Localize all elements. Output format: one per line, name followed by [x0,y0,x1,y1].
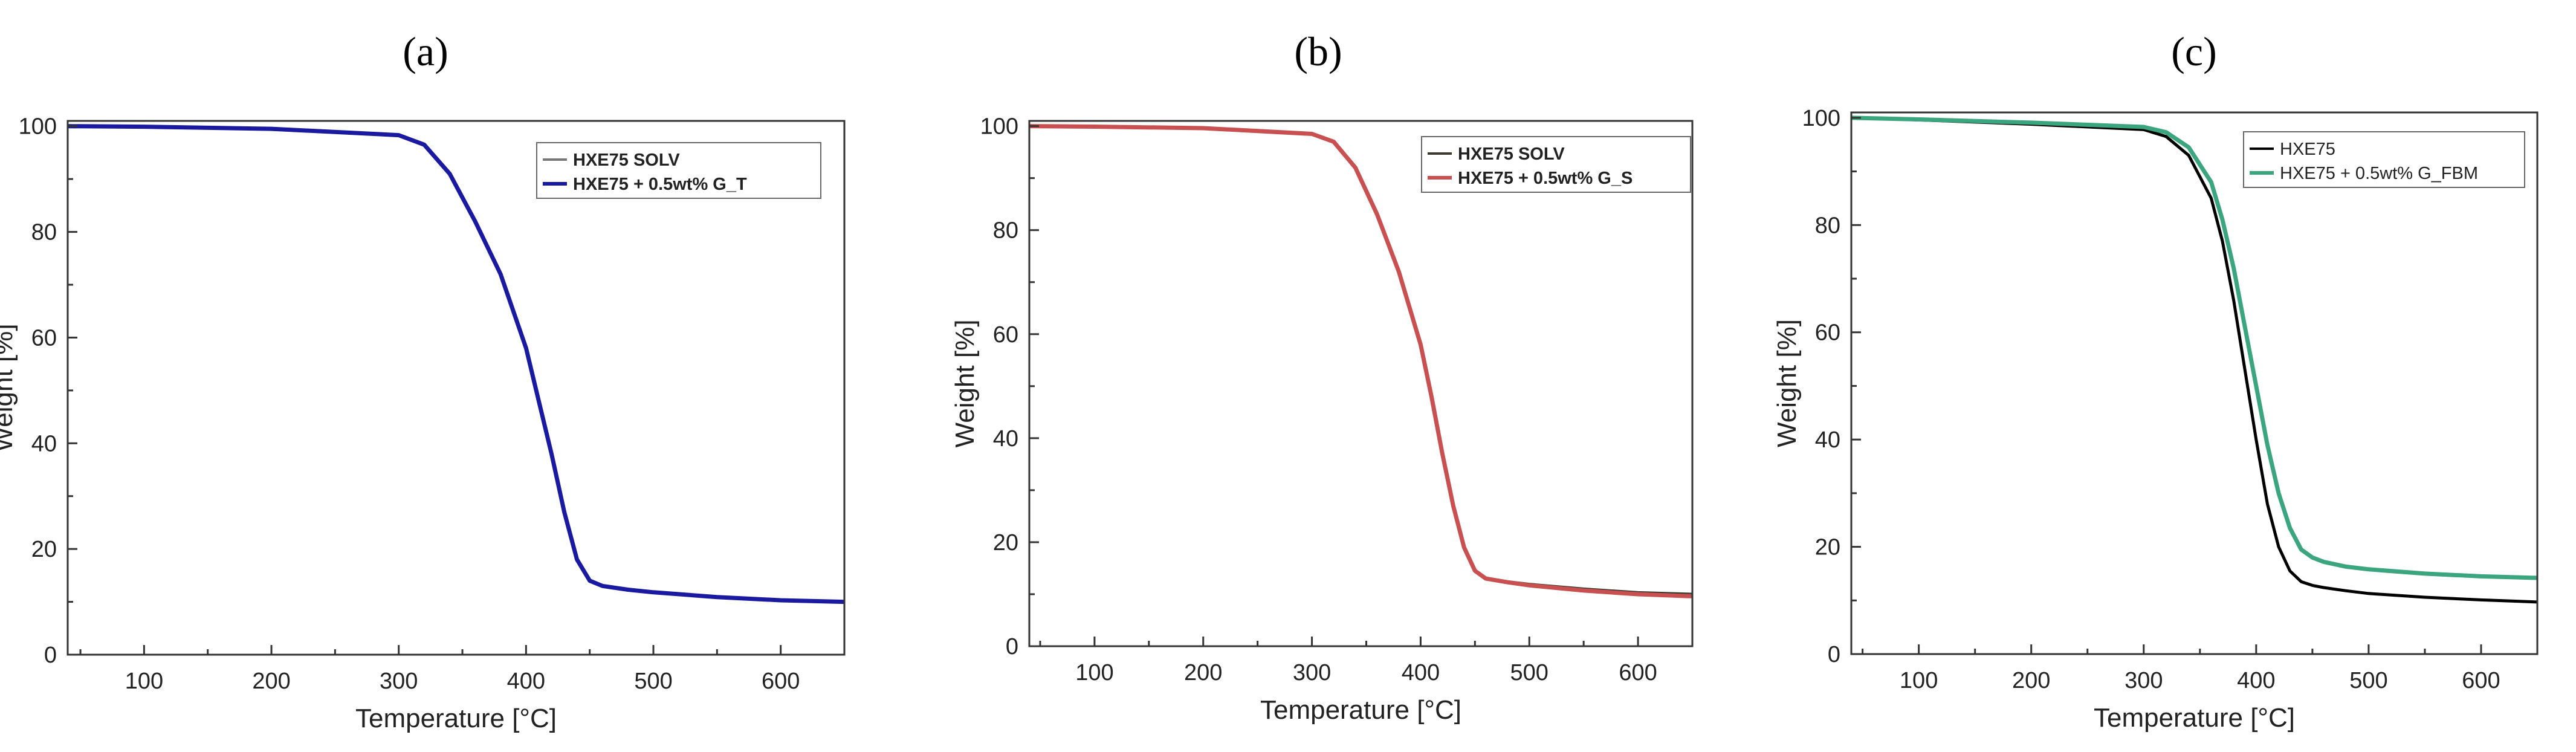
chart-1: (a) 100 200 300 400 500 600 0 20 40 60 80 100 Tempera… [0,28,846,733]
plot-frame [1028,120,1694,647]
y-tick-label: 40 [993,426,1018,452]
series-line-1 [1851,116,2537,604]
x-tick-label: 200 [2012,668,2050,693]
y-tick-label: 80 [1815,213,1840,238]
x-tick-label: 200 [252,669,290,694]
x-tick-label: 400 [1402,660,1440,686]
y-tick-label: 0 [44,643,57,668]
y-tick-label: 80 [31,220,57,245]
y-tick-label: 100 [1802,106,1840,131]
y-tick-label: 0 [1828,642,1840,667]
y-axis-title: Weight [%] [1772,319,1802,447]
legend-box [1421,136,1691,193]
y-tick-label: 20 [31,537,57,562]
x-tick-label: 500 [2349,668,2387,693]
legend-entry-label: HXE75 + 0.5wt% G_FBM [2280,164,2478,183]
legend-box [2243,131,2525,188]
legend: HXE75 SOLV HXE75 + 0.5wt% G_T [536,142,821,199]
x-tick-label: 600 [762,669,800,694]
x-tick-label: 200 [1184,660,1222,686]
y-axis-title: Weight [%] [950,320,980,448]
x-tick-label: 500 [1510,660,1549,686]
y-tick-label: 40 [1815,427,1840,453]
x-tick-label: 100 [1075,660,1113,686]
series-line-1 [1029,125,1692,596]
series-line-2 [68,124,844,605]
panel-label: (b) [1294,28,1342,74]
panel-label: (c) [2171,28,2216,74]
x-tick-label: 400 [2237,668,2275,693]
y-tick-label: 60 [1815,320,1840,346]
plot-frame [1850,111,2539,655]
y-tick-label: 60 [31,325,57,351]
x-tick-label: 100 [1900,668,1938,693]
legend-entry-label: HXE75 SOLV [573,151,680,170]
x-tick-label: 100 [125,669,163,694]
chart-2: (b) 100 200 300 400 500 600 0 20 40 60 80 100 Tempera… [950,28,1694,725]
legend-box [536,142,821,199]
y-tick-label: 0 [1006,634,1018,660]
chart-3: (c) 100 200 300 400 500 600 0 20 40 60 80 100 Tempera… [1772,28,2539,733]
legend-entry-label: HXE75 [2280,140,2335,159]
x-axis-title: Temperature [°C] [1260,695,1461,725]
y-tick-label: 80 [993,218,1018,244]
legend-entry-label: HXE75 + 0.5wt% G_S [1458,169,1633,188]
x-tick-label: 600 [2462,668,2500,693]
x-tick-label: 300 [2125,668,2163,693]
x-tick-label: 400 [507,669,545,694]
plot-frame [66,120,846,656]
x-axis-title: Temperature [°C] [355,704,557,733]
x-tick-label: 300 [1293,660,1331,686]
x-axis-title: Temperature [°C] [2094,703,2295,733]
x-tick-label: 500 [634,669,672,694]
y-axis-title: Weight [%] [0,324,18,452]
y-tick-label: 20 [1815,535,1840,560]
y-tick-label: 100 [980,114,1018,140]
legend-entry-label: HXE75 SOLV [1458,144,1565,164]
legend: HXE75 HXE75 + 0.5wt% G_FBM [2243,131,2525,188]
series-line-2 [1851,115,2537,580]
y-tick-label: 20 [993,530,1018,556]
panel-label: (a) [403,28,448,74]
y-tick-label: 60 [993,322,1018,348]
y-tick-label: 100 [19,114,57,140]
legend-entry-label: HXE75 + 0.5wt% G_T [573,175,747,194]
legend: HXE75 SOLV HXE75 + 0.5wt% G_S [1421,136,1691,193]
y-tick-label: 40 [31,431,57,456]
series-line-2 [1029,124,1692,598]
x-tick-label: 300 [380,669,418,694]
x-tick-label: 600 [1619,660,1657,686]
